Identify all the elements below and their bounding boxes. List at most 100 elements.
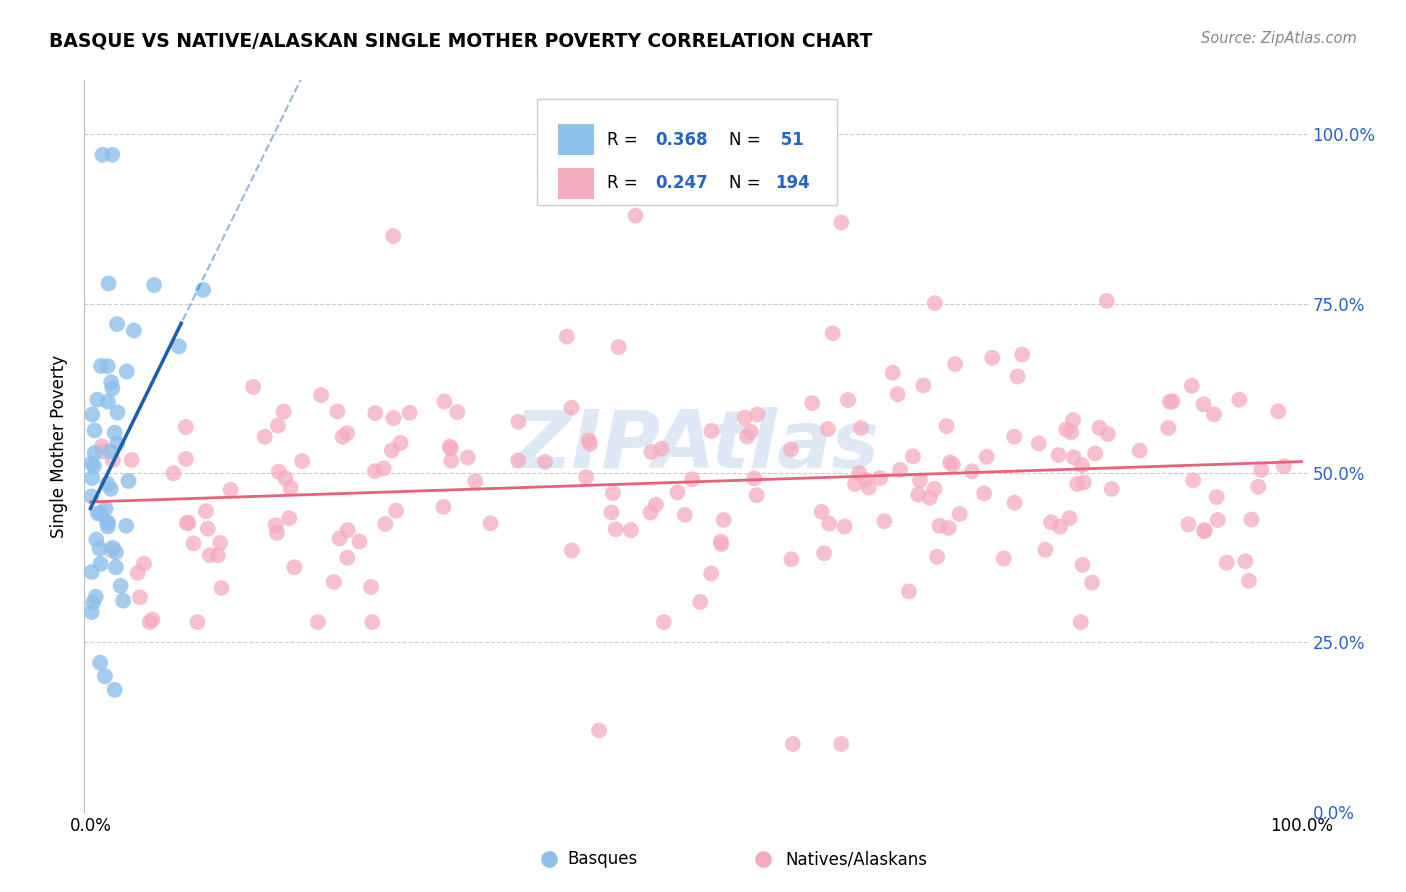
Point <box>710 537 733 551</box>
Point <box>94 669 117 683</box>
Point <box>105 317 128 331</box>
Point <box>100 543 122 558</box>
Point <box>1007 369 1029 384</box>
Point <box>579 437 602 451</box>
Point <box>349 534 371 549</box>
Point <box>640 445 662 459</box>
Point <box>745 488 768 502</box>
Point <box>209 536 232 550</box>
Text: ZIPAtlas: ZIPAtlas <box>513 407 879 485</box>
Point <box>211 581 233 595</box>
Point <box>104 545 127 559</box>
Point <box>1062 413 1084 427</box>
Point <box>89 656 111 670</box>
Text: Basques: Basques <box>568 850 638 868</box>
Point <box>901 450 924 464</box>
Point <box>364 464 387 478</box>
Point <box>385 504 408 518</box>
Text: N =: N = <box>728 131 766 149</box>
Point <box>1181 379 1204 393</box>
Point <box>640 506 662 520</box>
Point <box>782 737 804 751</box>
Point <box>336 523 359 537</box>
Point <box>117 474 139 488</box>
Point <box>981 351 1004 365</box>
Point <box>1063 450 1085 465</box>
Point <box>689 595 711 609</box>
Point <box>374 516 396 531</box>
Point <box>101 382 124 396</box>
Point <box>747 408 769 422</box>
Point <box>853 473 876 487</box>
Point <box>1129 443 1152 458</box>
Point <box>86 392 108 407</box>
Point <box>740 425 762 439</box>
Point <box>433 394 456 409</box>
Point <box>127 566 149 580</box>
Text: N =: N = <box>728 174 766 192</box>
Point <box>882 366 904 380</box>
Text: BASQUE VS NATIVE/ALASKAN SINGLE MOTHER POVERTY CORRELATION CHART: BASQUE VS NATIVE/ALASKAN SINGLE MOTHER P… <box>49 31 873 50</box>
Point <box>813 546 835 560</box>
Point <box>801 396 824 410</box>
Point <box>197 522 219 536</box>
Point <box>607 340 630 354</box>
Point <box>700 424 723 438</box>
Point <box>104 425 127 440</box>
Point <box>361 615 384 629</box>
Point <box>273 404 295 418</box>
Point <box>1054 423 1077 437</box>
Point <box>80 565 103 579</box>
Point <box>1004 496 1026 510</box>
Point <box>174 452 197 467</box>
Point <box>186 615 208 629</box>
Point <box>651 442 673 456</box>
Point <box>681 472 703 486</box>
Point <box>266 525 288 540</box>
Point <box>97 277 120 291</box>
Point <box>949 507 972 521</box>
Point <box>710 534 733 549</box>
Point <box>101 453 124 467</box>
Point <box>508 453 530 467</box>
Point <box>873 514 896 528</box>
Point <box>817 422 839 436</box>
Point <box>253 430 276 444</box>
Point <box>918 491 941 505</box>
Text: Source: ZipAtlas.com: Source: ZipAtlas.com <box>1201 31 1357 46</box>
Point <box>1070 615 1092 629</box>
Point <box>98 444 121 458</box>
Point <box>1250 463 1272 477</box>
Point <box>1157 421 1180 435</box>
Point <box>80 456 103 470</box>
Point <box>336 550 359 565</box>
Point <box>600 506 623 520</box>
Point <box>508 415 530 429</box>
Point <box>1177 517 1199 532</box>
Point <box>1047 448 1070 462</box>
Point <box>1059 511 1081 525</box>
Point <box>575 470 598 484</box>
Point <box>96 476 118 491</box>
Point <box>810 505 832 519</box>
Point <box>373 461 395 475</box>
Point <box>561 401 583 415</box>
Point <box>207 549 229 563</box>
Point <box>101 541 124 555</box>
Point <box>82 471 104 485</box>
FancyBboxPatch shape <box>558 168 595 199</box>
Point <box>645 498 668 512</box>
Point <box>938 521 960 535</box>
Point <box>1049 520 1071 534</box>
Point <box>242 380 264 394</box>
Point <box>121 453 143 467</box>
Point <box>267 465 290 479</box>
Point <box>194 504 217 518</box>
Point <box>1095 293 1118 308</box>
Point <box>177 516 200 530</box>
Point <box>82 408 104 422</box>
Point <box>132 557 155 571</box>
Point <box>605 522 627 536</box>
Point <box>1097 427 1119 442</box>
Point <box>849 421 872 435</box>
